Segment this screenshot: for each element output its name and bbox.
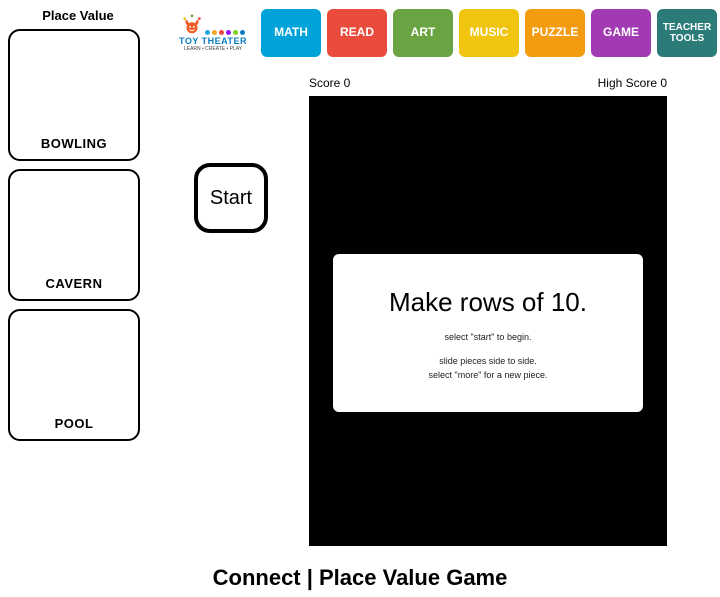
nav-teacher-tools[interactable]: TEACHER TOOLS — [657, 9, 717, 57]
dot-icon — [233, 30, 238, 35]
logo-brand: TOY THEATER — [179, 36, 247, 46]
instruction-modal: Make rows of 10. select "start" to begin… — [333, 254, 643, 412]
score-row: Score 0 High Score 0 — [309, 76, 667, 90]
sidebar-item-pool[interactable]: POOL — [8, 309, 140, 441]
modal-line: select "start" to begin. — [445, 332, 532, 342]
nav-game[interactable]: GAME — [591, 9, 651, 57]
dot-icon — [219, 30, 224, 35]
dot-icon — [226, 30, 231, 35]
sidebar-item-label: CAVERN — [10, 276, 138, 291]
start-button[interactable]: Start — [194, 163, 268, 233]
start-button-label: Start — [210, 187, 252, 210]
sidebar-item-bowling[interactable]: BOWLING — [8, 29, 140, 161]
sidebar-item-cavern[interactable]: CAVERN — [8, 169, 140, 301]
nav-read[interactable]: READ — [327, 9, 387, 57]
score-label: Score 0 — [309, 76, 350, 90]
high-score-label: High Score 0 — [598, 76, 667, 90]
logo-dots-icon — [205, 30, 245, 35]
modal-title: Make rows of 10. — [389, 287, 587, 318]
logo[interactable]: TOY THEATER LEARN • CREATE • PLAY — [175, 5, 251, 61]
sidebar: Place Value BOWLING CAVERN POOL — [8, 8, 148, 449]
nav-art[interactable]: ART — [393, 9, 453, 57]
game-stage: Make rows of 10. select "start" to begin… — [309, 96, 667, 546]
top-nav: TOY THEATER LEARN • CREATE • PLAY MATH R… — [175, 5, 717, 61]
sidebar-item-label: BOWLING — [10, 136, 138, 151]
nav-puzzle[interactable]: PUZZLE — [525, 9, 585, 57]
modal-line: select "more" for a new piece. — [429, 370, 548, 380]
nav-music[interactable]: MUSIC — [459, 9, 519, 57]
logo-tagline: LEARN • CREATE • PLAY — [184, 46, 242, 52]
dot-icon — [212, 30, 217, 35]
dot-icon — [240, 30, 245, 35]
nav-math[interactable]: MATH — [261, 9, 321, 57]
jester-icon — [181, 14, 203, 36]
sidebar-title: Place Value — [8, 8, 148, 23]
dot-icon — [205, 30, 210, 35]
page-title: Connect | Place Value Game — [0, 565, 720, 591]
sidebar-item-label: POOL — [10, 416, 138, 431]
modal-line: slide pieces side to side. — [439, 356, 537, 366]
